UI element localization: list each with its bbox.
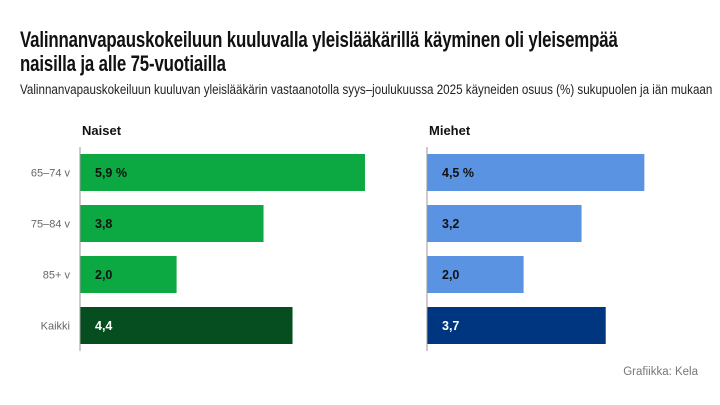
data-label: 5,9 % xyxy=(95,166,127,180)
credit: Grafiikka: Kela xyxy=(623,366,698,378)
bar xyxy=(427,205,582,242)
data-label: 3,2 xyxy=(442,217,459,231)
bar xyxy=(80,205,264,242)
data-label: 2,0 xyxy=(442,268,459,282)
bar xyxy=(427,154,645,191)
bar xyxy=(427,307,606,344)
category-label: Kaikki xyxy=(41,321,70,333)
data-label: 3,8 xyxy=(95,217,112,231)
bar xyxy=(427,256,524,293)
category-label: 65–74 v xyxy=(31,168,71,180)
bar xyxy=(80,256,177,293)
chart-subtitle: Valinnanvapauskokeiluun kuuluvan yleislä… xyxy=(20,82,713,97)
category-label: 75–84 v xyxy=(31,219,71,231)
category-label: 85+ v xyxy=(43,270,71,282)
panel-title: Naiset xyxy=(82,123,122,138)
chart-title: Valinnanvapauskokeiluun kuuluvalla yleis… xyxy=(20,27,618,76)
data-label: 4,5 % xyxy=(442,166,474,180)
data-label: 4,4 xyxy=(95,319,112,333)
bar xyxy=(80,307,293,344)
data-label: 2,0 xyxy=(95,268,112,282)
data-label: 3,7 xyxy=(442,319,459,333)
panel-title: Miehet xyxy=(429,123,471,138)
bar xyxy=(80,154,365,191)
